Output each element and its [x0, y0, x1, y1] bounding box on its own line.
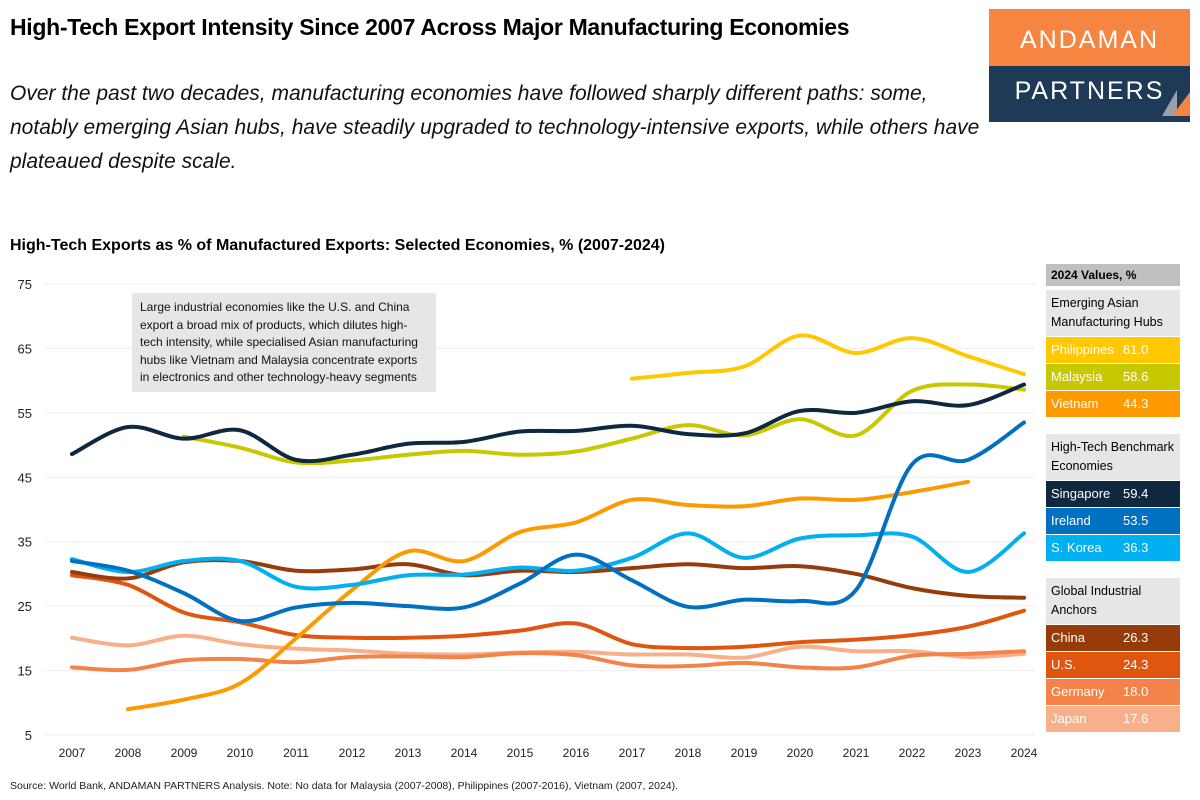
y-tick-label: 55	[18, 406, 32, 421]
series-line-vietnam	[126, 479, 970, 712]
legend-item-name: Ireland	[1051, 513, 1091, 528]
legend-item-value: 61.0	[1123, 342, 1149, 357]
source-note: Source: World Bank, ANDAMAN PARTNERS Ana…	[10, 780, 679, 792]
sail-icon	[1162, 90, 1190, 116]
x-tick-label: 2014	[451, 746, 478, 760]
legend-item: Japan 17.6	[1046, 705, 1180, 732]
legend-item-name: Japan	[1051, 711, 1087, 726]
logo-line2: PARTNERS	[989, 66, 1190, 122]
y-tick-label: 75	[18, 277, 32, 292]
legend-item: Vietnam 44.3	[1046, 390, 1180, 417]
x-tick-label: 2008	[115, 746, 142, 760]
series-line-malaysia	[182, 382, 1026, 466]
series-line-s-korea	[70, 531, 1026, 591]
legend-item-name: China	[1051, 630, 1085, 645]
x-tick-label: 2023	[955, 746, 982, 760]
logo-line1: ANDAMAN	[989, 9, 1190, 66]
legend-item: Germany 18.0	[1046, 678, 1180, 705]
x-tick-label: 2024	[1011, 746, 1038, 760]
legend-item-name: Philippines	[1051, 342, 1114, 357]
x-tick-label: 2020	[787, 746, 814, 760]
chart-annotation: Large industrial economies like the U.S.…	[132, 293, 436, 392]
x-tick-label: 2017	[619, 746, 646, 760]
x-tick-label: 2012	[339, 746, 366, 760]
logo-line2-text: PARTNERS	[1014, 77, 1165, 105]
y-tick-label: 15	[18, 664, 32, 679]
x-tick-label: 2007	[59, 746, 86, 760]
legend-panel: 2024 Values, % Emerging Asian Manufactur…	[1046, 264, 1180, 732]
y-tick-label: 5	[25, 728, 32, 743]
legend-item: S. Korea 36.3	[1046, 534, 1180, 561]
x-tick-label: 2022	[899, 746, 926, 760]
x-tick-label: 2018	[675, 746, 702, 760]
legend-item-value: 58.6	[1123, 369, 1149, 384]
y-tick-label: 25	[18, 599, 32, 614]
x-tick-label: 2013	[395, 746, 422, 760]
y-tick-label: 35	[18, 535, 32, 550]
legend-item: Philippines 61.0	[1046, 336, 1180, 363]
x-tick-label: 2010	[227, 746, 254, 760]
legend-item-name: S. Korea	[1051, 540, 1102, 555]
x-tick-label: 2016	[563, 746, 590, 760]
series-line-ireland	[70, 420, 1026, 624]
legend-item-name: Malaysia	[1051, 369, 1103, 384]
legend-item: China 26.3	[1046, 624, 1180, 651]
legend-group-label: High-Tech Benchmark Economies	[1046, 434, 1180, 480]
legend-item-name: Singapore	[1051, 486, 1111, 501]
legend-item-name: Vietnam	[1051, 396, 1099, 411]
series-line-singapore	[70, 382, 1026, 464]
x-tick-label: 2009	[171, 746, 198, 760]
legend-item: Ireland 53.5	[1046, 507, 1180, 534]
legend-item-value: 44.3	[1123, 396, 1149, 411]
y-tick-label: 65	[18, 341, 32, 356]
legend-item: Malaysia 58.6	[1046, 363, 1180, 390]
x-tick-label: 2015	[507, 746, 534, 760]
legend-item-name: U.S.	[1051, 657, 1077, 672]
legend-item-value: 24.3	[1123, 657, 1149, 672]
legend-item-value: 53.5	[1123, 513, 1149, 528]
legend-group-label: Emerging Asian Manufacturing Hubs	[1046, 290, 1180, 336]
legend-item-value: 59.4	[1123, 486, 1149, 501]
legend-item-value: 36.3	[1123, 540, 1149, 555]
x-tick-label: 2011	[283, 746, 309, 760]
legend-item-name: Germany	[1051, 684, 1105, 699]
series-line-germany	[70, 649, 1026, 673]
x-tick-label: 2019	[731, 746, 758, 760]
chart-title: High-Tech Exports as % of Manufactured E…	[10, 237, 665, 254]
y-tick-label: 45	[18, 470, 32, 485]
andaman-partners-logo: ANDAMAN PARTNERS	[989, 9, 1190, 122]
legend-item-value: 26.3	[1123, 630, 1149, 645]
page-subtitle: Over the past two decades, manufacturing…	[10, 82, 980, 173]
x-tick-label: 2021	[843, 746, 870, 760]
series-line-philippines	[630, 333, 1026, 381]
legend-item-value: 18.0	[1123, 684, 1149, 699]
legend-group-label: Global Industrial Anchors	[1046, 578, 1180, 624]
legend-header: 2024 Values, %	[1046, 264, 1180, 286]
legend-item-value: 17.6	[1123, 711, 1149, 726]
legend-item: U.S. 24.3	[1046, 651, 1180, 678]
legend-item: Singapore 59.4	[1046, 480, 1180, 507]
page-title: High-Tech Export Intensity Since 2007 Ac…	[10, 14, 850, 40]
